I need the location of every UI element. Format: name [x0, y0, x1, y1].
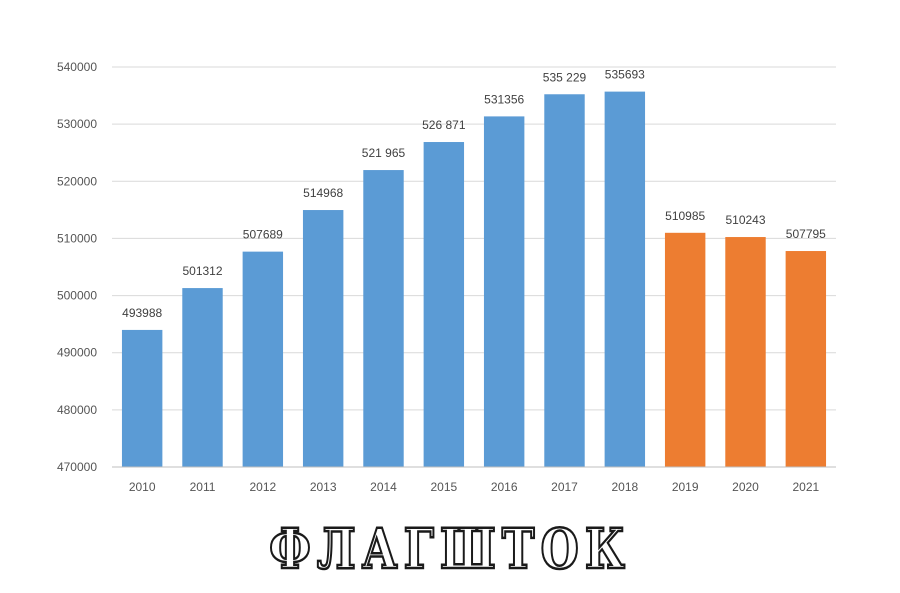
y-axis-tick-labels: 470000 480000 490000 500000 510000 520000 5300…: [57, 60, 97, 474]
y-tick-label: 500000: [57, 289, 97, 303]
y-tick-label: 530000: [57, 117, 97, 131]
data-label: 507689: [243, 228, 283, 242]
data-label: 531356: [484, 92, 524, 106]
x-tick-label: 2011: [190, 480, 216, 494]
data-label: 493988: [122, 306, 162, 320]
data-label: 535693: [605, 68, 645, 82]
y-tick-label: 510000: [57, 231, 97, 245]
bar-2017: [544, 94, 585, 468]
bar-2019: [664, 232, 706, 467]
x-tick-label: 2013: [310, 480, 337, 494]
bar-2013: [302, 210, 344, 468]
bars: [121, 91, 827, 468]
bar-2020: [725, 237, 766, 467]
data-label: 514968: [303, 186, 343, 200]
bar-2014: [363, 170, 404, 468]
x-tick-label: 2017: [551, 480, 578, 494]
bar-2016: [483, 116, 525, 467]
bar-2012: [242, 251, 284, 467]
x-axis-tick-labels: 2010 2011 2012 2013 2014 2015 2016 2017 2018 2019…: [129, 480, 820, 494]
y-tick-label: 520000: [57, 174, 97, 188]
y-tick-label: 470000: [57, 460, 97, 474]
y-tick-label: 490000: [57, 346, 97, 360]
data-label: 510243: [725, 213, 765, 227]
x-tick-label: 2021: [792, 480, 819, 494]
data-label: 526 871: [422, 118, 466, 132]
x-tick-label: 2016: [491, 480, 518, 494]
x-tick-label: 2018: [611, 480, 638, 494]
bar-2021: [785, 251, 827, 467]
data-labels: 493988 501312 507689 514968 521 965 526 871 53…: [122, 68, 826, 320]
bar-2018: [604, 91, 646, 468]
data-label: 507795: [786, 227, 826, 241]
x-tick-label: 2015: [430, 480, 457, 494]
x-tick-label: 2014: [370, 480, 397, 494]
y-tick-label: 540000: [57, 60, 97, 74]
y-tick-label: 480000: [57, 403, 97, 417]
bar-2010: [121, 329, 163, 467]
x-tick-label: 2010: [129, 480, 156, 494]
x-tick-label: 2012: [249, 480, 276, 494]
data-label: 510985: [665, 209, 705, 223]
data-label: 501312: [182, 264, 222, 278]
data-label: 521 965: [362, 146, 406, 160]
x-tick-label: 2020: [732, 480, 759, 494]
x-tick-label: 2019: [672, 480, 699, 494]
gridlines: [112, 66, 836, 411]
bar-2011: [182, 288, 223, 467]
bar-2015: [423, 142, 465, 467]
data-label: 535 229: [543, 70, 587, 84]
watermark-logo: ФЛАГШТОК: [268, 517, 631, 583]
